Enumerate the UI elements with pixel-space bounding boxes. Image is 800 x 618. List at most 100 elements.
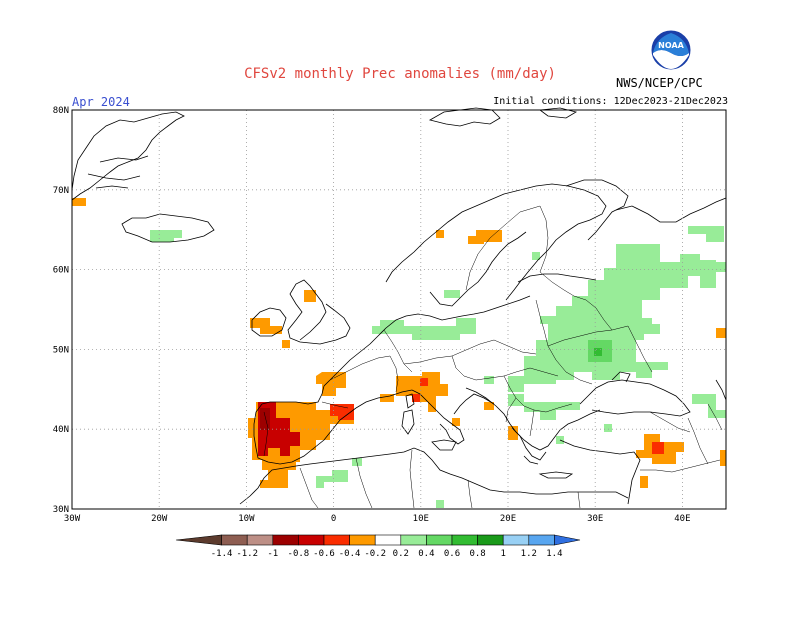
iceland-coast — [121, 213, 215, 243]
colorbar-label: 0.4 — [418, 549, 434, 559]
colorbar-label: -1.2 — [236, 549, 258, 559]
colorbar-swatch — [246, 534, 274, 546]
noaa-logo-text: NOAA — [658, 41, 684, 50]
anomaly-france-sw-dry — [300, 402, 316, 410]
lon-tick-label: 40E — [674, 514, 690, 524]
anomaly-levant-core — [652, 442, 664, 454]
anomaly-north-africa-dry — [268, 460, 296, 484]
forecast-month: Apr 2024 — [72, 95, 130, 109]
colorbar-swatch — [272, 534, 299, 546]
anomaly-libya-wet — [436, 500, 444, 508]
greece-coast — [511, 427, 547, 465]
anomaly-urals-wet — [716, 262, 726, 272]
italy-coast — [411, 389, 495, 445]
anomaly-cyprus-dry — [640, 476, 648, 488]
colorbar-label: 0.2 — [393, 549, 409, 559]
noaa-logo: NOAA — [650, 29, 692, 71]
anomaly-denmark-wet — [444, 290, 460, 298]
colorbar-label: 0.6 — [444, 549, 460, 559]
colorbar-label: 0.8 — [469, 549, 485, 559]
initial-conditions: Initial conditions: 12Dec2023-21Dec2023 — [493, 96, 728, 107]
lon-tick-label: 0 — [331, 514, 336, 524]
balkans-coast — [465, 387, 601, 451]
anomaly-adriatic-dry — [484, 402, 494, 410]
colorbar-swatch — [349, 534, 376, 546]
lat-tick-label: 40N — [53, 425, 69, 435]
colorbar-label: 1 — [500, 549, 505, 559]
med-french-coast — [355, 389, 413, 409]
colorbar-label: -0.6 — [313, 549, 335, 559]
anomaly-riviera-dry — [380, 394, 394, 402]
anomaly-greece-dry — [508, 426, 518, 440]
lat-tick-label: 60N — [53, 266, 69, 276]
colorbar-swatch — [451, 534, 478, 546]
lat-tick-label: 70N — [53, 186, 69, 196]
anomaly-ireland-dry — [250, 318, 282, 334]
chart-title: CFSv2 monthly Prec anomalies (mm/day) — [244, 66, 556, 82]
colorbar-label: -0.4 — [339, 549, 361, 559]
iberia-coast — [253, 403, 357, 465]
sicily-coast — [431, 439, 457, 451]
borders-east — [535, 299, 653, 385]
europe-north-coast — [329, 295, 531, 381]
anomaly-italy-north-dry — [396, 372, 448, 412]
anomaly-morocco-wet — [316, 470, 348, 488]
colorbar-label: -0.8 — [288, 549, 310, 559]
anomaly-balkans-wet — [508, 394, 580, 420]
anomaly-balkans-wet2 — [484, 376, 494, 384]
agency-label: NWS/NCEP/CPC — [616, 76, 703, 90]
turkey-coast — [559, 439, 641, 471]
colorbar-swatch — [221, 534, 248, 546]
anomaly-france-south-dry — [316, 372, 346, 396]
corsica-coast — [405, 393, 415, 409]
crimea-coast — [611, 371, 631, 383]
anomaly-russia-wet — [508, 244, 716, 392]
anomaly-sicily-dry — [452, 418, 460, 426]
norway-coast — [385, 183, 607, 301]
sweden-coast — [429, 231, 527, 307]
colorbar-swatch — [175, 534, 222, 546]
borders-middle-east — [640, 403, 723, 473]
colorbar-label: -1.4 — [211, 549, 233, 559]
anomaly-italy-north-core — [420, 378, 428, 386]
franz-coast — [538, 107, 578, 119]
anomaly-scotland-dry — [304, 290, 316, 302]
anomaly-finland-wet — [532, 252, 540, 260]
colorbar-swatch — [374, 534, 402, 546]
anomaly-ukraine-core — [594, 348, 602, 356]
colorbar-label: 1.4 — [546, 549, 562, 559]
ireland-coast — [251, 307, 287, 337]
map-frame — [71, 109, 727, 510]
lat-lon-grid — [72, 110, 726, 509]
greenland-coast — [71, 111, 185, 201]
lon-tick-label: 10W — [238, 514, 255, 524]
svalbard-coast — [428, 107, 501, 127]
lon-tick-label: 30W — [64, 514, 81, 524]
colorbar-label: 1.2 — [521, 549, 537, 559]
colorbar-swatch — [426, 534, 453, 546]
colorbar-label: -0.2 — [364, 549, 386, 559]
levant-coast — [627, 469, 637, 505]
greenland-coast-2 — [87, 155, 149, 189]
anomaly-northeast-wet — [688, 226, 724, 242]
colorbar-swatch — [528, 534, 555, 546]
colorbar: -1.4 -1.2 -1 -0.8 -0.6 -0.4 -0.2 0.2 0.4 0.6 0.8 1 1… — [175, 534, 581, 559]
borders-africa — [299, 449, 581, 509]
colorbar-swatch — [323, 534, 350, 546]
borders-russia — [539, 271, 613, 331]
colorbar-swatch — [298, 534, 325, 546]
anomaly-norway-dry — [436, 230, 444, 238]
colorbar-swatch — [400, 534, 427, 546]
britain-coast — [287, 279, 351, 345]
borders-central — [383, 329, 559, 381]
colorbar-swatch — [554, 534, 581, 546]
anomaly-ireland-dry2 — [282, 340, 290, 348]
anomaly-turkey-wet — [604, 424, 612, 432]
coastline-layer — [71, 107, 727, 505]
anomaly-iberia-core — [260, 408, 270, 430]
anomaly-iceland-wet — [150, 230, 182, 242]
anomaly-greenland-dry — [72, 198, 86, 206]
lat-tick-label: 80N — [53, 106, 69, 116]
